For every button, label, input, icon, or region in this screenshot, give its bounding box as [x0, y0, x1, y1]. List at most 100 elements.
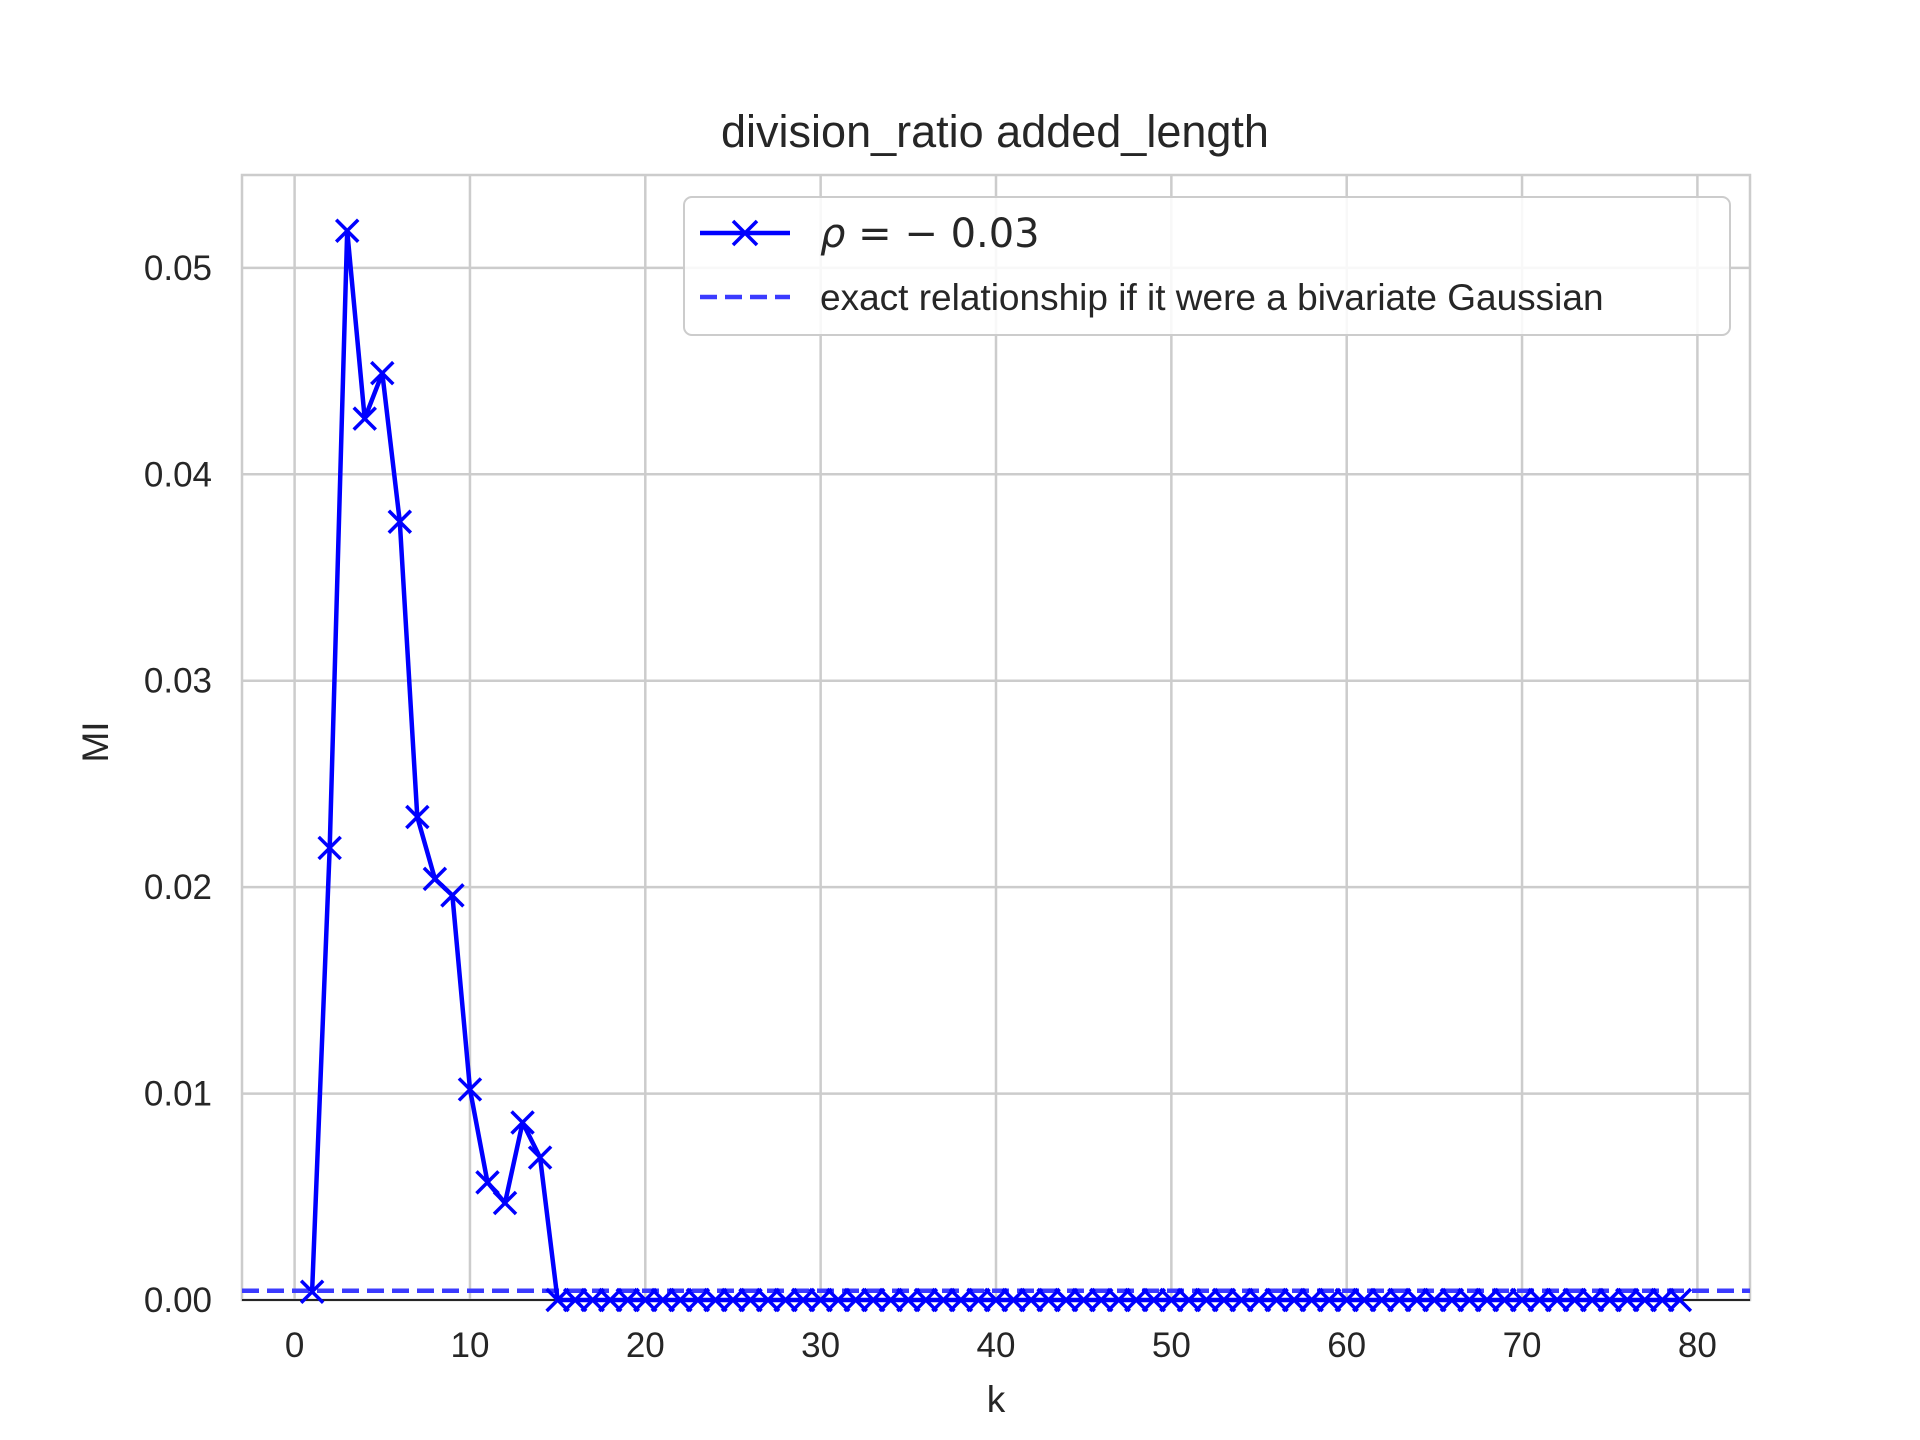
data-point-x-marker [1579, 1287, 1605, 1313]
data-point-x-marker [440, 883, 465, 908]
x-marker-stroke [387, 509, 413, 535]
data-point-x-marker [1474, 1287, 1500, 1313]
data-point-x-marker [1246, 1287, 1272, 1313]
data-point-x-marker [580, 1287, 605, 1313]
data-point-x-marker [738, 1287, 763, 1313]
legend-x-marker-icon [731, 219, 759, 247]
x-marker-stroke [440, 883, 465, 908]
data-point-x-marker [668, 1287, 693, 1313]
x-tick-label: 10 [450, 1326, 489, 1365]
x-marker-stroke [843, 1287, 868, 1313]
x-marker-stroke [422, 866, 448, 892]
x-marker-stroke [1281, 1287, 1307, 1313]
data-point-x-marker [1281, 1287, 1307, 1313]
y-axis-label: MI [75, 721, 116, 762]
data-point-x-marker [475, 1170, 500, 1195]
data-point-x-marker [703, 1287, 728, 1313]
data-point-x-marker [1018, 1287, 1044, 1313]
y-tick-label: 0.00 [144, 1281, 212, 1320]
x-marker-stroke [1141, 1287, 1167, 1313]
x-marker-stroke [334, 218, 360, 243]
x-marker-stroke [755, 1287, 781, 1313]
x-marker-stroke [1036, 1287, 1061, 1313]
y-tick-labels: 0.00 0.01 0.02 0.03 0.04 0.05 [144, 249, 212, 1320]
x-marker-stroke [1632, 1287, 1658, 1313]
legend-rho-symbol: ρ [820, 211, 845, 257]
x-marker-stroke [1018, 1287, 1044, 1313]
data-point-x-marker [755, 1287, 781, 1313]
legend-label-gaussian: exact relationship if it were a bivariat… [820, 277, 1604, 318]
data-point-x-marker [510, 1110, 535, 1135]
data-point-x-marker [545, 1287, 570, 1313]
y-tick-label: 0.03 [144, 662, 212, 701]
x-marker-stroke [1492, 1287, 1517, 1313]
x-tick-label: 80 [1678, 1326, 1717, 1365]
x-marker-stroke [492, 1190, 518, 1216]
y-tick-label: 0.02 [144, 868, 212, 907]
x-marker-stroke [1474, 1287, 1500, 1313]
x-marker-stroke [1194, 1287, 1219, 1313]
plot-area [240, 173, 1752, 1313]
data-point-x-marker [1053, 1287, 1079, 1313]
x-marker-stroke [1316, 1287, 1342, 1313]
x-marker-stroke [825, 1287, 851, 1313]
x-marker-stroke [1088, 1287, 1114, 1313]
x-marker-stroke [738, 1287, 763, 1313]
x-marker-stroke [1159, 1287, 1184, 1313]
x-marker-stroke [1667, 1287, 1693, 1313]
x-marker-stroke [1404, 1287, 1430, 1313]
data-point-x-marker [1124, 1287, 1149, 1313]
x-marker-stroke [1439, 1287, 1465, 1313]
data-point-x-marker [1509, 1287, 1535, 1313]
data-point-x-marker [1334, 1287, 1359, 1313]
data-point-x-marker [1369, 1287, 1395, 1313]
data-point-x-marker [1457, 1287, 1482, 1313]
legend-box [683, 196, 1731, 336]
data-point-x-marker [405, 804, 430, 830]
chart-title: division_ratio added_length [721, 106, 1269, 157]
legend-label-rho: ρ = − 0.03 [820, 211, 1040, 257]
data-point-x-marker [299, 1279, 325, 1304]
x-tick-label: 30 [801, 1326, 840, 1365]
x-marker-stroke [580, 1287, 605, 1313]
x-marker-stroke [1299, 1287, 1324, 1313]
x-marker-stroke [1264, 1287, 1289, 1313]
data-point-x-marker [790, 1287, 816, 1313]
data-point-x-marker [1527, 1287, 1552, 1313]
data-point-x-marker [966, 1287, 991, 1313]
data-point-x-marker [1632, 1287, 1658, 1313]
data-point-x-marker [334, 218, 360, 243]
data-point-x-marker [1159, 1287, 1184, 1313]
x-marker-stroke [1351, 1287, 1377, 1313]
data-point-x-marker [1650, 1287, 1675, 1313]
data-point-x-marker [808, 1287, 833, 1313]
data-point-x-marker [983, 1287, 1009, 1313]
x-marker-stroke [475, 1170, 500, 1195]
data-point-x-marker [931, 1287, 956, 1313]
data-point-x-marker [1211, 1287, 1237, 1313]
x-marker-stroke [1246, 1287, 1272, 1313]
x-marker-stroke [1071, 1287, 1096, 1313]
x-tick-label: 70 [1503, 1326, 1542, 1365]
x-marker-stroke [1597, 1287, 1622, 1313]
x-marker-stroke [1562, 1287, 1587, 1313]
x-marker-stroke [527, 1145, 553, 1170]
x-tick-label: 50 [1152, 1326, 1191, 1365]
data-point-x-marker [597, 1287, 623, 1313]
data-point-x-marker [1422, 1287, 1447, 1313]
x-marker-stroke [1124, 1287, 1149, 1313]
x-marker-stroke [562, 1287, 588, 1313]
x-marker-stroke [352, 406, 377, 431]
x-marker-stroke [1422, 1287, 1447, 1313]
x-marker-stroke [790, 1287, 816, 1313]
data-point-x-marker [1141, 1287, 1167, 1313]
data-point-x-marker [1597, 1287, 1622, 1313]
x-tick-label: 40 [977, 1326, 1016, 1365]
x-marker-stroke [773, 1287, 798, 1313]
x-marker-stroke [983, 1287, 1009, 1313]
data-point-x-marker [1387, 1287, 1412, 1313]
x-marker-stroke [1176, 1287, 1202, 1313]
data-point-x-marker [615, 1287, 641, 1313]
data-point-x-marker [1667, 1287, 1693, 1313]
x-tick-labels: 0 10 20 30 40 50 60 70 80 [285, 1326, 1717, 1365]
